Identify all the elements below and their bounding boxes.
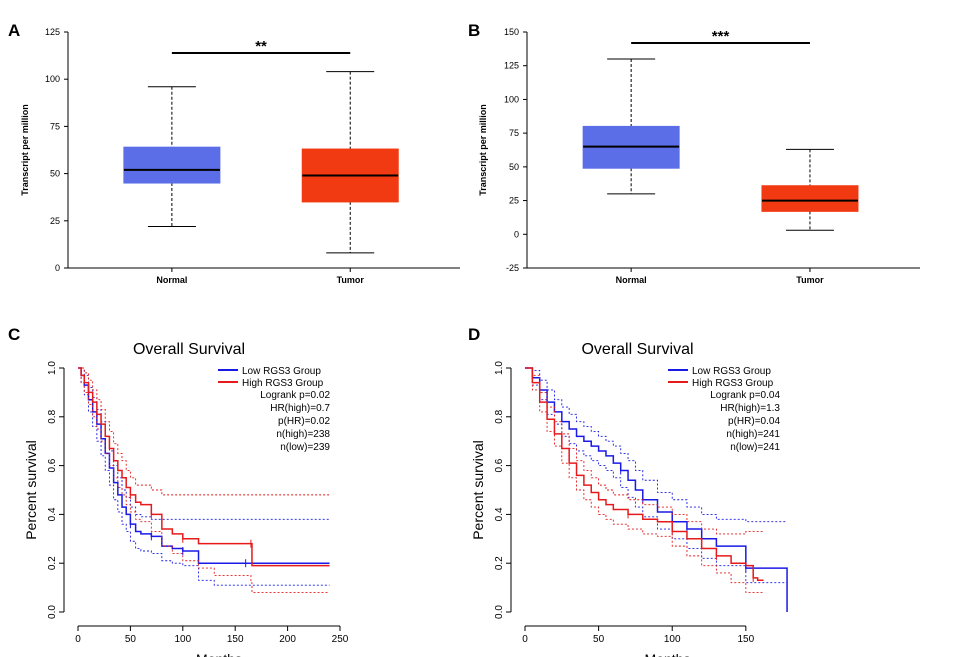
km-d-stat-line: n(low)=241 xyxy=(730,442,780,453)
km-d-legend-label-high-rgs3-group: High RGS3 Group xyxy=(692,378,774,389)
panel-letter-c: C xyxy=(8,325,20,344)
km-d-high-rgs3-group-upper-ci xyxy=(525,367,764,535)
km-c-title: Overall Survival xyxy=(133,341,245,358)
km-d-title: Overall Survival xyxy=(581,341,693,358)
km-c-high-rgs3-group-lower-ci xyxy=(78,367,330,593)
km-c-x-tick-label: 100 xyxy=(174,634,191,645)
box-a-y-tick-label: 125 xyxy=(45,27,60,37)
km-d-y-tick-label: 0.2 xyxy=(494,556,505,570)
box-b-y-tick-label: 75 xyxy=(509,128,519,138)
km-d-stat-line: p(HR)=0.04 xyxy=(728,416,780,427)
box-a-normal-category-label: Normal xyxy=(156,275,187,285)
km-c-y-tick-label: 0.0 xyxy=(47,605,58,619)
km-d-y-tick-label: 1.0 xyxy=(494,361,505,375)
km-c-low-rgs3-group-curve xyxy=(78,367,330,564)
km-c-x-axis-title: Months xyxy=(196,651,242,657)
box-a-y-tick-label: 75 xyxy=(50,121,60,131)
km-d-low-rgs3-group-curve xyxy=(525,367,788,612)
km-d-y-tick-label: 0.4 xyxy=(494,507,505,521)
box-b-tumor-category-label: Tumor xyxy=(796,275,824,285)
survival-plot-d: Overall Survival 0 50 100 150 0.0 0.2 0.4 0.6 0.8… xyxy=(470,341,788,657)
box-a-tumor-category-label: Tumor xyxy=(337,275,365,285)
km-d-x-axis-title: Months xyxy=(645,651,691,657)
km-d-stat-line: Logrank p=0.04 xyxy=(710,390,780,401)
km-d-high-rgs3-group-curve xyxy=(525,367,764,582)
km-c-y-tick-label: 0.4 xyxy=(47,507,58,521)
box-a-significance-label: ** xyxy=(255,38,267,55)
km-d-y-tick-label: 0.0 xyxy=(494,605,505,619)
km-c-x-tick-label: 200 xyxy=(279,634,296,645)
box-a-y-tick-label: 50 xyxy=(50,169,60,179)
box-b-tumor-box xyxy=(761,185,859,212)
box-b-y-tick-label: -25 xyxy=(506,263,519,273)
km-c-legend-label-low-rgs3-group: Low RGS3 Group xyxy=(242,366,321,377)
panel-letter-d: D xyxy=(468,325,480,344)
box-b-y-tick-label: 125 xyxy=(504,61,519,71)
km-d-stat-line: n(high)=241 xyxy=(726,429,780,440)
box-b-y-tick-label: 25 xyxy=(509,196,519,206)
km-c-stat-line: p(HR)=0.02 xyxy=(278,416,330,427)
box-b-significance-label: *** xyxy=(712,28,730,45)
box-a-y-tick-label: 100 xyxy=(45,74,60,84)
km-c-x-tick-label: 50 xyxy=(125,634,137,645)
km-d-y-tick-label: 0.6 xyxy=(494,458,505,472)
km-d-y-axis-title: Percent survival xyxy=(470,440,486,540)
km-d-x-tick-label: 150 xyxy=(737,634,754,645)
box-b-y-tick-label: 50 xyxy=(509,162,519,172)
box-b-y-tick-label: 150 xyxy=(504,27,519,37)
km-c-y-tick-label: 0.6 xyxy=(47,458,58,472)
km-d-x-tick-label: 50 xyxy=(593,634,605,645)
km-c-stat-line: HR(high)=0.7 xyxy=(270,403,330,414)
km-d-legend-label-low-rgs3-group: Low RGS3 Group xyxy=(692,366,771,377)
box-b-normal-category-label: Normal xyxy=(616,275,647,285)
km-c-legend-label-high-rgs3-group: High RGS3 Group xyxy=(242,378,324,389)
box-a-y-tick-label: 25 xyxy=(50,216,60,226)
km-c-stat-line: Logrank p=0.02 xyxy=(260,390,330,401)
boxplot-b: -25 0 25 50 75 100 125 150 Transcript per millio… xyxy=(478,27,920,285)
boxplot-a: 0 25 50 75 100 125 Transcript per million Norma… xyxy=(20,27,460,285)
km-c-x-tick-label: 0 xyxy=(75,634,81,645)
survival-plot-c: Overall Survival 0 50 100 150 200 250 0.0 0.2 0.4… xyxy=(23,341,349,657)
km-c-y-tick-label: 0.8 xyxy=(47,409,58,423)
box-a-y-tick-label: 0 xyxy=(55,263,60,273)
km-c-low-rgs3-group-upper-ci xyxy=(78,367,330,520)
km-c-y-tick-label: 0.2 xyxy=(47,556,58,570)
km-d-low-rgs3-group-upper-ci xyxy=(525,367,788,523)
km-c-stat-line: n(low)=239 xyxy=(280,442,330,453)
box-b-y-axis-title: Transcript per million xyxy=(478,104,488,196)
km-c-x-tick-label: 150 xyxy=(227,634,244,645)
panel-letter-a: A xyxy=(8,21,20,40)
panel-letter-b: B xyxy=(468,21,480,40)
km-d-stat-line: HR(high)=1.3 xyxy=(720,403,780,414)
km-c-stat-line: n(high)=238 xyxy=(276,429,330,440)
km-c-low-rgs3-group-lower-ci xyxy=(78,367,330,586)
box-a-normal-box xyxy=(123,146,221,184)
km-d-x-tick-label: 0 xyxy=(522,634,528,645)
km-d-x-tick-label: 100 xyxy=(664,634,681,645)
box-a-y-axis-title: Transcript per million xyxy=(20,104,30,196)
km-c-y-axis-title: Percent survival xyxy=(23,440,39,540)
box-b-y-tick-label: 0 xyxy=(514,229,519,239)
km-c-x-tick-label: 250 xyxy=(332,634,349,645)
km-d-high-rgs3-group-lower-ci xyxy=(525,367,764,593)
km-c-y-tick-label: 1.0 xyxy=(47,361,58,375)
box-b-y-tick-label: 100 xyxy=(504,94,519,104)
km-d-y-tick-label: 0.8 xyxy=(494,409,505,423)
